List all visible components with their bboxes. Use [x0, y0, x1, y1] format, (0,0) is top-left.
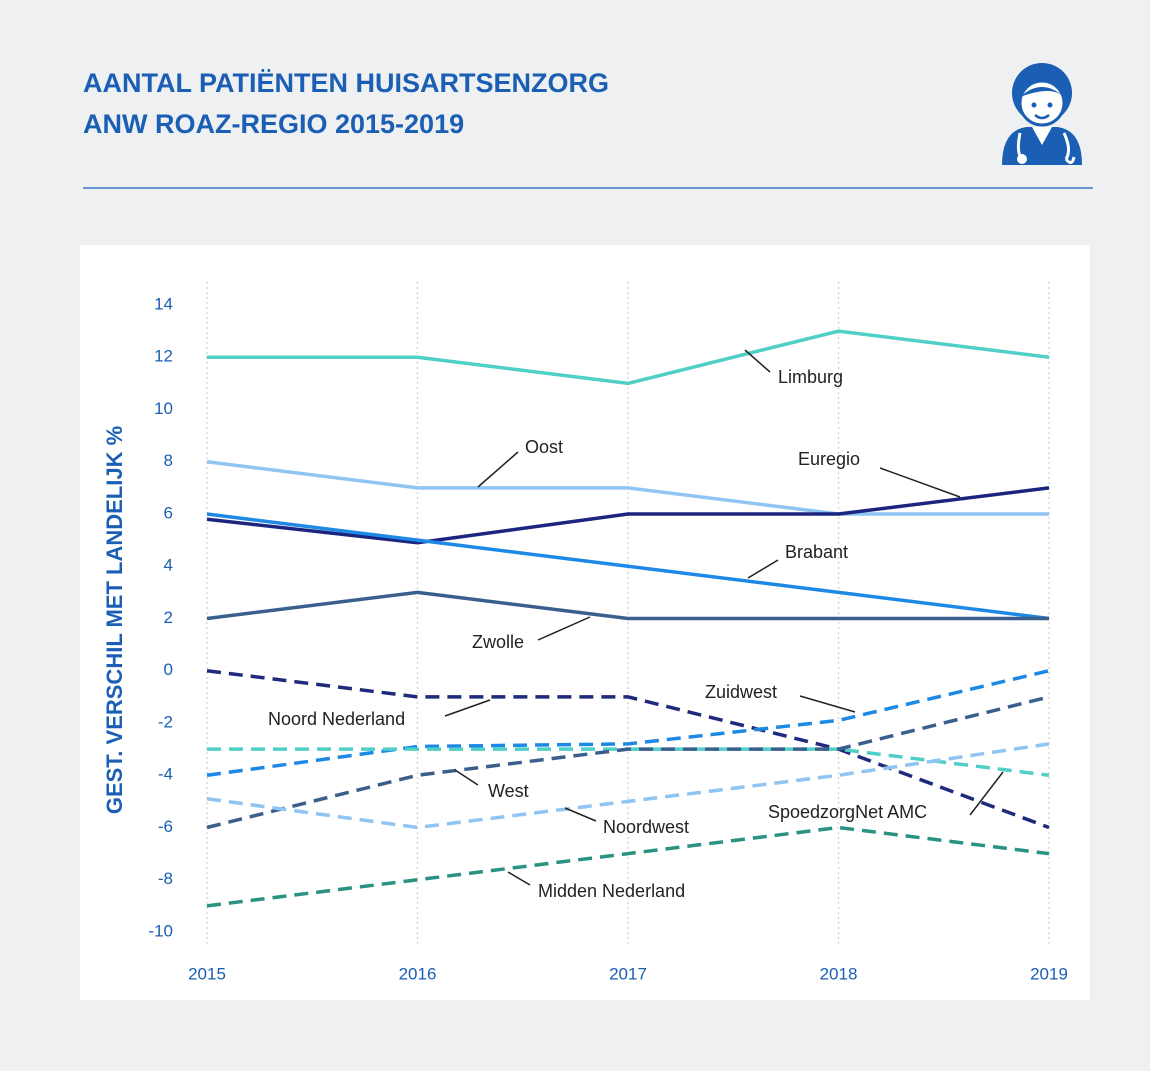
series-label: Limburg: [778, 367, 843, 387]
series-label: Zwolle: [472, 632, 524, 652]
leader-line: [747, 559, 779, 579]
series-line: [207, 329, 1050, 386]
series-label: Euregio: [798, 449, 860, 469]
leader-line: [744, 349, 771, 373]
y-tick-label: -4: [158, 765, 173, 784]
leader-line: [454, 769, 479, 786]
y-tick-label: -6: [158, 817, 173, 836]
leader-line: [564, 807, 597, 822]
doctor-icon: [1002, 63, 1082, 165]
series-line: [206, 695, 1050, 830]
y-tick-label: 8: [164, 451, 173, 470]
leader-line: [799, 695, 856, 713]
y-tick-label: 4: [164, 556, 173, 575]
x-tick-label: 2017: [609, 964, 647, 983]
y-tick-label: 14: [154, 294, 173, 313]
y-tick-label: -8: [158, 869, 173, 888]
leader-line: [507, 871, 531, 886]
series-line: [206, 825, 1050, 908]
leader-line: [879, 467, 961, 498]
x-tick-label: 2019: [1030, 964, 1068, 983]
series-line: [206, 590, 1049, 621]
chart-title: ANW ROAZ-REGIO 2015-2019: [83, 109, 464, 139]
y-tick-label: 2: [164, 608, 173, 627]
series-line: [206, 669, 1050, 830]
x-tick-label: 2018: [820, 964, 858, 983]
leader-line: [537, 616, 591, 641]
series-label: Midden Nederland: [538, 881, 685, 901]
series-label: Zuidwest: [705, 682, 777, 702]
series-label: West: [488, 781, 529, 801]
series-line: [206, 512, 1050, 621]
leader-line: [444, 699, 491, 717]
series-label: Noord Nederland: [268, 709, 405, 729]
series-line: [206, 486, 1050, 545]
y-tick-label: 12: [154, 347, 173, 366]
chart-title: AANTAL PATIËNTEN HUISARTSENZORG: [83, 68, 609, 98]
series-line: [206, 460, 1049, 516]
series-line: [206, 669, 1050, 777]
y-tick-label: -10: [148, 921, 173, 940]
plot-card: [80, 245, 1090, 1000]
y-tick-label: 0: [164, 660, 173, 679]
series-line: [206, 742, 1050, 830]
leader-line: [477, 451, 519, 488]
series-label: Oost: [525, 437, 563, 457]
y-tick-label: 10: [154, 399, 173, 418]
x-tick-label: 2016: [399, 964, 437, 983]
series-label: Brabant: [785, 542, 848, 562]
y-tick-label: 6: [164, 503, 173, 522]
x-tick-label: 2015: [188, 964, 226, 983]
series-label: Noordwest: [603, 817, 689, 837]
y-tick-label: -2: [158, 712, 173, 731]
series-label: SpoedzorgNet AMC: [768, 802, 927, 822]
y-axis-label: GEST. VERSCHIL MET LANDELIJK %: [102, 426, 127, 814]
leader-line: [969, 771, 1004, 816]
